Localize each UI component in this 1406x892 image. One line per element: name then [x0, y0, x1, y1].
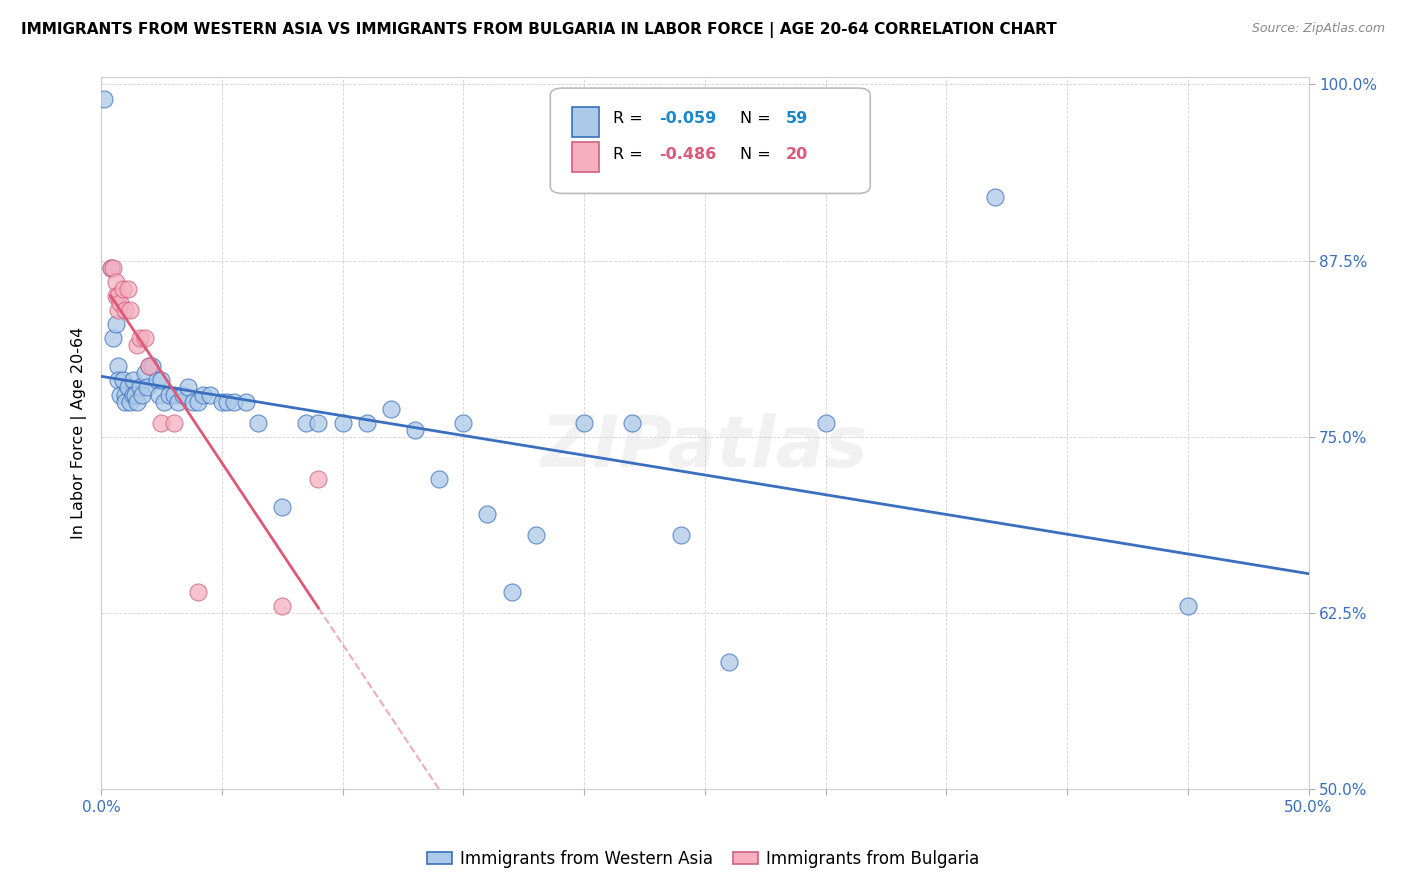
Point — [157, 387, 180, 401]
Text: -0.059: -0.059 — [659, 112, 716, 127]
Point — [107, 374, 129, 388]
Point — [198, 387, 221, 401]
Text: Source: ZipAtlas.com: Source: ZipAtlas.com — [1251, 22, 1385, 36]
Point — [295, 416, 318, 430]
Point — [124, 387, 146, 401]
Point — [104, 317, 127, 331]
Point — [150, 374, 173, 388]
Point — [114, 387, 136, 401]
Legend: Immigrants from Western Asia, Immigrants from Bulgaria: Immigrants from Western Asia, Immigrants… — [420, 844, 986, 875]
Point — [172, 387, 194, 401]
Point — [404, 423, 426, 437]
Point — [114, 303, 136, 318]
Point — [247, 416, 270, 430]
Point — [110, 387, 132, 401]
Point — [814, 416, 837, 430]
Point — [211, 394, 233, 409]
Point — [145, 374, 167, 388]
Point — [100, 260, 122, 275]
Point — [107, 359, 129, 374]
Point — [524, 528, 547, 542]
Point — [138, 359, 160, 374]
Point — [127, 394, 149, 409]
Point — [111, 282, 134, 296]
Point — [453, 416, 475, 430]
Point — [93, 92, 115, 106]
FancyBboxPatch shape — [550, 88, 870, 194]
Point — [380, 401, 402, 416]
Point — [117, 380, 139, 394]
Point — [177, 380, 200, 394]
Point — [128, 331, 150, 345]
Text: R =: R = — [613, 112, 643, 127]
Text: -0.486: -0.486 — [659, 147, 716, 161]
Point — [308, 472, 330, 486]
Point — [427, 472, 450, 486]
Text: 59: 59 — [786, 112, 808, 127]
Text: ZIPatlas: ZIPatlas — [541, 413, 869, 482]
Point — [141, 359, 163, 374]
FancyBboxPatch shape — [572, 107, 599, 136]
Point — [107, 303, 129, 318]
Point — [110, 296, 132, 310]
Point — [104, 289, 127, 303]
Point — [308, 416, 330, 430]
Point — [215, 394, 238, 409]
Point — [717, 655, 740, 669]
Point — [501, 584, 523, 599]
Text: N =: N = — [740, 112, 770, 127]
Point — [150, 416, 173, 430]
Point — [148, 387, 170, 401]
Point — [104, 275, 127, 289]
Point — [121, 374, 143, 388]
Point — [222, 394, 245, 409]
Point — [181, 394, 204, 409]
Point — [128, 380, 150, 394]
Point — [107, 289, 129, 303]
Y-axis label: In Labor Force | Age 20-64: In Labor Force | Age 20-64 — [72, 327, 87, 540]
Point — [131, 387, 153, 401]
Point — [191, 387, 214, 401]
Point — [114, 394, 136, 409]
Text: IMMIGRANTS FROM WESTERN ASIA VS IMMIGRANTS FROM BULGARIA IN LABOR FORCE | AGE 20: IMMIGRANTS FROM WESTERN ASIA VS IMMIGRAN… — [21, 22, 1057, 38]
Point — [121, 387, 143, 401]
Point — [271, 500, 294, 515]
Point — [235, 394, 257, 409]
Point — [111, 374, 134, 388]
FancyBboxPatch shape — [572, 142, 599, 172]
Point — [136, 380, 159, 394]
Text: 20: 20 — [786, 147, 808, 161]
Point — [162, 416, 184, 430]
Point — [187, 584, 209, 599]
Point — [120, 303, 142, 318]
Point — [134, 331, 156, 345]
Point — [127, 338, 149, 352]
Point — [669, 528, 692, 542]
Point — [187, 394, 209, 409]
Point — [117, 282, 139, 296]
Point — [271, 599, 294, 613]
Point — [983, 190, 1005, 204]
Point — [572, 416, 595, 430]
Point — [134, 367, 156, 381]
Point — [120, 394, 142, 409]
Point — [162, 387, 184, 401]
Point — [103, 260, 125, 275]
Point — [167, 394, 190, 409]
Point — [332, 416, 354, 430]
Point — [356, 416, 378, 430]
Point — [100, 260, 122, 275]
Point — [1177, 599, 1199, 613]
Text: N =: N = — [740, 147, 770, 161]
Point — [153, 394, 176, 409]
Point — [103, 331, 125, 345]
Point — [621, 416, 644, 430]
Text: R =: R = — [613, 147, 643, 161]
Point — [138, 359, 160, 374]
Point — [477, 508, 499, 522]
